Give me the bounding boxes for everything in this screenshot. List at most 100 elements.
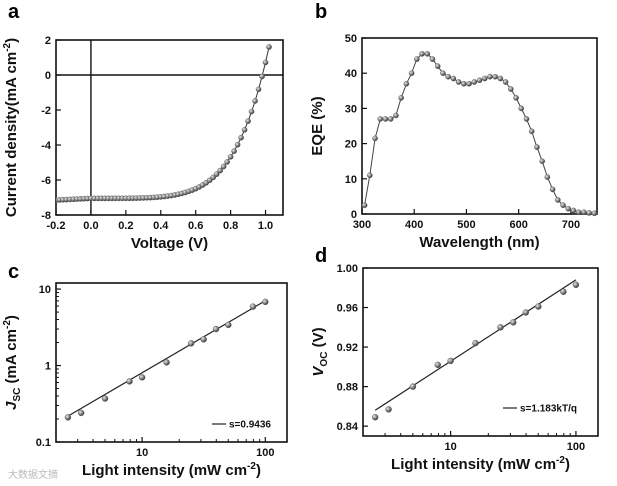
- y-axis-label-end: ): [3, 38, 20, 43]
- eqe-point: [372, 135, 378, 142]
- y-tick-label: 0.96: [337, 303, 358, 315]
- y-axis-label-text: Current density(mA cm: [3, 52, 20, 217]
- data-point: [225, 321, 232, 329]
- y-tick-label: 10: [39, 284, 51, 296]
- x-tick-label: 100: [256, 447, 274, 459]
- eqe-point: [560, 202, 566, 208]
- x-axis-label: Voltage (V): [131, 235, 208, 252]
- eqe-point: [570, 207, 577, 214]
- data-point: [101, 395, 109, 402]
- eqe-point: [528, 128, 535, 135]
- y-axis-label-end: ): [3, 315, 20, 320]
- y-axis-label-main: J: [3, 401, 20, 410]
- eqe-point: [408, 70, 415, 76]
- y-tick-label: -4: [41, 140, 52, 152]
- data-point: [371, 414, 379, 421]
- y-axis-label-main: V: [310, 365, 327, 377]
- eqe-point: [581, 209, 587, 216]
- eqe-point: [429, 56, 436, 62]
- x-axis-label-text: Wavelength (nm): [419, 234, 539, 251]
- eqe-point: [445, 73, 451, 80]
- data-point: [409, 383, 417, 390]
- panel-label: d: [315, 245, 327, 267]
- x-axis-label-text: Light intensity (mW cm: [391, 456, 556, 473]
- y-axis-label-text: EQE (%): [309, 96, 326, 155]
- x-tick-label: 0.2: [118, 220, 133, 232]
- data-point: [212, 325, 220, 333]
- y-axis-label-sup: -2: [2, 42, 13, 51]
- watermark: 大数据文摘: [8, 468, 58, 481]
- data-point: [262, 298, 269, 306]
- jv-point: [252, 98, 258, 104]
- y-tick-label: 1: [45, 361, 51, 373]
- eqe-point: [534, 144, 540, 150]
- eqe-point: [518, 105, 525, 112]
- x-axis-label: Wavelength (nm): [419, 234, 539, 251]
- y-tick-label: 30: [345, 103, 357, 115]
- x-tick-label: 100: [567, 441, 585, 453]
- jv-point: [266, 44, 272, 50]
- eqe-point: [565, 205, 572, 212]
- eqe-point: [377, 116, 384, 122]
- x-axis-label-text: Light intensity (mW cm: [82, 462, 247, 479]
- eqe-point: [497, 75, 504, 82]
- data-point: [163, 359, 170, 366]
- eqe-point: [361, 202, 368, 208]
- x-axis-label-end: ): [565, 456, 570, 473]
- eqe-point: [513, 95, 519, 101]
- y-tick-label: -2: [41, 105, 51, 117]
- eqe-point: [455, 79, 462, 85]
- jv-point: [259, 73, 265, 80]
- data-point: [64, 414, 72, 421]
- y-axis-label: Current density(mA cm-2): [2, 38, 20, 217]
- y-tick-label: 20: [345, 139, 357, 151]
- jv-point: [217, 167, 223, 174]
- data-point: [385, 406, 392, 413]
- x-tick-label: 500: [457, 219, 475, 231]
- eqe-point: [508, 86, 514, 92]
- x-tick-label: 10: [136, 447, 148, 459]
- fit-line: [67, 300, 266, 417]
- y-axis-label-sup: -2: [2, 320, 13, 329]
- panel-d: d 10 100 0.84 0.88 0.92 0.96 1.00 Light intensit…: [310, 245, 599, 473]
- y-tick-label: -8: [41, 210, 51, 222]
- y-tick-label: 0.92: [337, 342, 358, 354]
- y-tick-label: 0: [45, 70, 51, 82]
- legend-label: s=0.9436: [229, 420, 271, 431]
- jv-point: [220, 163, 227, 170]
- eqe-point: [544, 174, 551, 180]
- plot-frame: [361, 37, 598, 215]
- y-tick-label: 1.00: [337, 263, 358, 275]
- data-point: [510, 319, 517, 326]
- x-axis-label-end: ): [256, 462, 261, 479]
- x-axis-label-text: Voltage (V): [131, 235, 208, 252]
- x-tick-label: 10: [444, 441, 456, 453]
- y-axis-label-rest: (mA cm: [3, 329, 20, 388]
- eqe-point: [481, 75, 488, 82]
- data-point: [472, 339, 479, 347]
- plot-frame: [55, 282, 288, 443]
- panel-label: c: [8, 261, 19, 283]
- panel-a: a -0.2 0.0 0.2 0.4 0.6 0.8 1.0 -8 -6 -4 -2 0 2 Voltage…: [2, 1, 284, 252]
- y-tick-label: 0.88: [337, 382, 358, 394]
- eqe-point: [398, 95, 404, 101]
- y-axis-label: VOC (V): [310, 327, 330, 376]
- jv-point: [227, 154, 234, 160]
- x-axis-label: Light intensity (mW cm-2): [82, 461, 261, 479]
- data-point: [434, 361, 441, 369]
- x-tick-label: 0.8: [223, 220, 238, 232]
- jv-point: [231, 148, 237, 154]
- data-point: [535, 303, 542, 310]
- plot-frame: [362, 267, 599, 437]
- y-tick-label: 0.84: [337, 421, 359, 433]
- jv-point: [234, 141, 241, 148]
- eqe-point: [387, 116, 394, 122]
- y-tick-label: 40: [345, 68, 357, 80]
- jv-line: [56, 46, 270, 201]
- jv-point: [213, 171, 220, 178]
- eqe-point: [539, 158, 545, 164]
- x-tick-label: 0.6: [188, 220, 203, 232]
- jv-point: [224, 159, 230, 165]
- eqe-point: [403, 80, 410, 87]
